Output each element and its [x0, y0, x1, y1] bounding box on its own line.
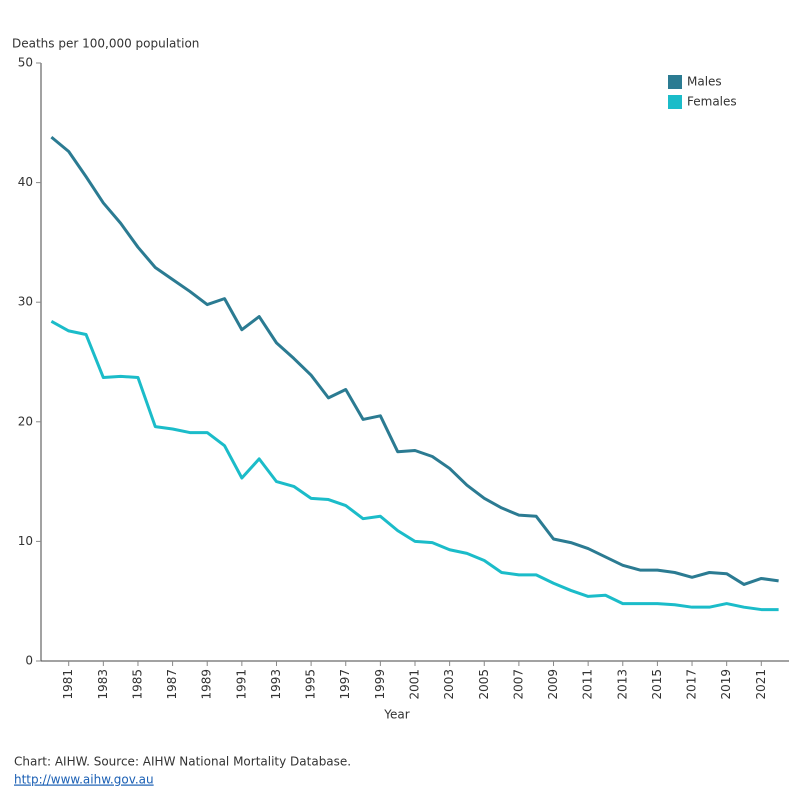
x-axis-label: Year	[383, 708, 409, 722]
x-tick-label: 2017	[685, 669, 699, 700]
y-axis-label: Deaths per 100,000 population	[12, 37, 199, 51]
y-tick-label: 20	[18, 414, 33, 428]
line-series	[50, 320, 779, 612]
legend-swatch	[668, 95, 682, 109]
y-tick-label: 30	[18, 295, 33, 309]
x-tick-label: 1997	[338, 669, 352, 700]
y-tick-label: 40	[18, 175, 33, 189]
x-tick-label: 1991	[234, 669, 248, 700]
x-tick-label: 1985	[130, 669, 144, 700]
line-series	[50, 135, 779, 586]
x-tick-label: 2003	[442, 669, 456, 700]
footer-link[interactable]: http://www.aihw.gov.au	[14, 773, 154, 787]
y-tick-label: 0	[25, 654, 33, 668]
x-tick-label: 1987	[165, 669, 179, 700]
x-tick-label: 1981	[61, 669, 75, 700]
x-tick-label: 2011	[581, 669, 595, 700]
x-tick-label: 1983	[96, 669, 110, 700]
x-tick-label: 1993	[269, 669, 283, 700]
x-tick-label: 2009	[546, 669, 560, 700]
x-tick-label: 2013	[615, 669, 629, 700]
y-tick-label: 50	[18, 56, 33, 70]
x-tick-label: 2007	[511, 669, 525, 700]
legend-label: Females	[687, 95, 737, 109]
legend-label: Males	[687, 75, 722, 89]
x-tick-label: 1995	[304, 669, 318, 700]
x-tick-label: 2021	[754, 669, 768, 700]
x-tick-label: 2005	[477, 669, 491, 700]
x-tick-label: 1989	[200, 669, 214, 700]
x-tick-label: 2015	[650, 669, 664, 700]
x-tick-label: 2001	[408, 669, 422, 700]
legend-swatch	[668, 75, 682, 89]
x-tick-label: 2019	[719, 669, 733, 700]
x-tick-label: 1999	[373, 669, 387, 700]
footer-source: Chart: AIHW. Source: AIHW National Morta…	[14, 755, 351, 769]
y-tick-label: 10	[18, 534, 33, 548]
